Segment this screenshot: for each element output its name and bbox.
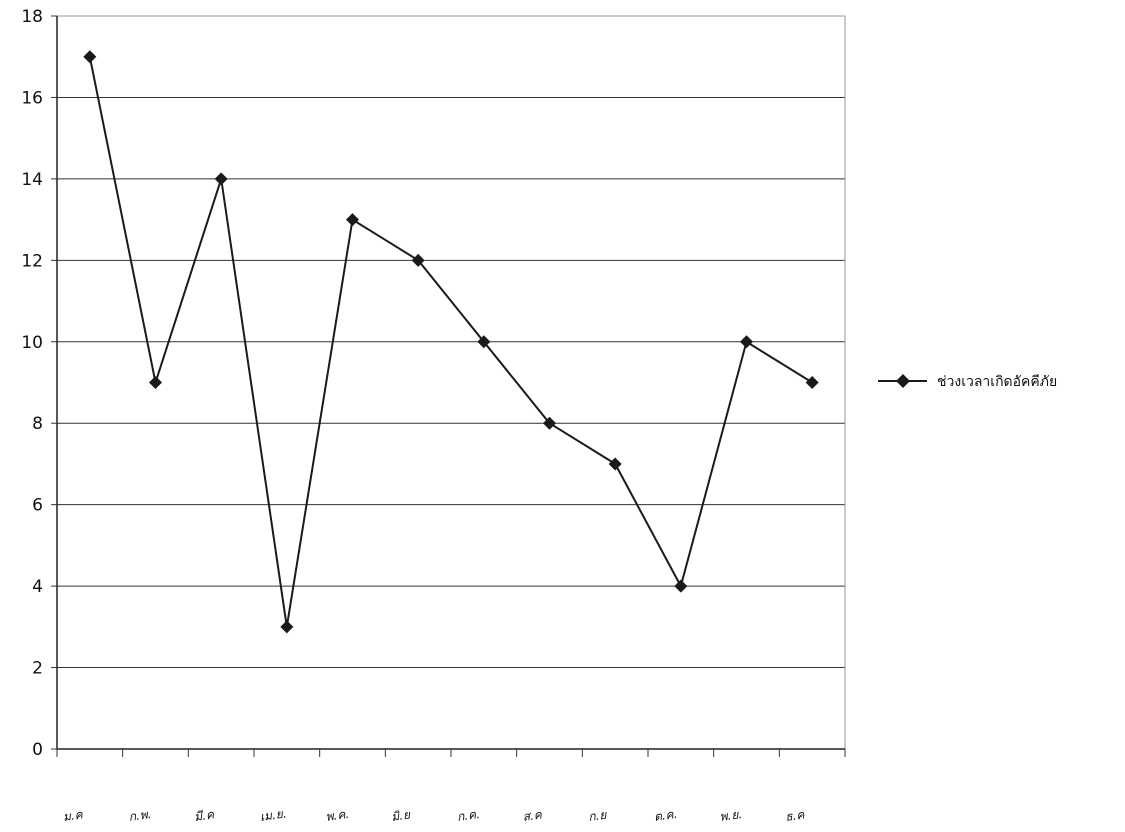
data-point-พ.ค. — [346, 213, 359, 227]
data-point-ก.พ. — [149, 376, 162, 389]
series-line — [88, 56, 813, 628]
legend-label-series: ช่วงเวลาเกิดอัคคีภัย — [937, 374, 1057, 390]
y-tick-label-2: 2 — [32, 659, 43, 679]
data-point-พ.ย. — [740, 335, 753, 349]
legend-marker-icon — [896, 374, 910, 388]
y-tick-label-0: 0 — [32, 740, 43, 760]
data-point-ก.ย — [608, 457, 622, 471]
legend: ช่วงเวลาเกิดอัคคีภัย — [878, 374, 1057, 390]
data-point-ม.ค — [83, 50, 97, 64]
x-tick-label-10: พ.ย. — [719, 807, 743, 824]
x-axis-ticks: ม.ค ก.พ. มี.ค เม.ย. พ.ค. มิ.ย ก.ค. ส.ค ก.ย ต.ค. พ.… — [56, 749, 846, 824]
x-tick-label-7: ส.ค — [522, 807, 544, 824]
x-tick-label-5: มิ.ย — [390, 807, 411, 824]
x-tick-label-3: เม.ย. — [259, 806, 287, 824]
x-tick-label-2: มี.ค — [193, 807, 215, 824]
y-tick-label-8: 8 — [32, 414, 43, 434]
x-tick-label-0: ม.ค — [62, 807, 84, 824]
y-tick-label-6: 6 — [32, 496, 43, 516]
data-point-มิ.ย — [411, 253, 425, 267]
y-tick-label-18: 18 — [21, 7, 43, 27]
axes — [56, 15, 846, 750]
y-tick-label-16: 16 — [21, 88, 43, 108]
x-tick-label-4: พ.ค. — [325, 807, 350, 824]
data-point-เม.ย. — [280, 620, 294, 634]
x-tick-label-9: ต.ค. — [653, 807, 678, 824]
series-line-0 — [88, 56, 813, 628]
data-points — [83, 50, 819, 634]
x-tick-label-6: ก.ค. — [456, 807, 481, 824]
y-tick-label-4: 4 — [32, 577, 43, 597]
y-tick-label-10: 10 — [21, 333, 43, 353]
data-point-มี.ค — [214, 172, 228, 186]
gridlines — [57, 15, 845, 669]
y-tick-label-14: 14 — [21, 170, 43, 190]
data-point-ต.ค. — [674, 579, 688, 593]
data-point-ธ.ค — [805, 376, 819, 389]
y-tick-label-12: 12 — [21, 251, 43, 271]
x-tick-label-11: ธ.ค — [784, 807, 806, 824]
data-point-ก.ค. — [477, 335, 491, 349]
x-tick-label-1: ก.พ. — [128, 807, 153, 824]
x-tick-label-8: ก.ย — [587, 807, 608, 824]
data-point-ส.ค — [543, 416, 556, 430]
y-axis-ticks: 0 2 4 6 8 10 12 14 16 18 — [21, 7, 57, 760]
